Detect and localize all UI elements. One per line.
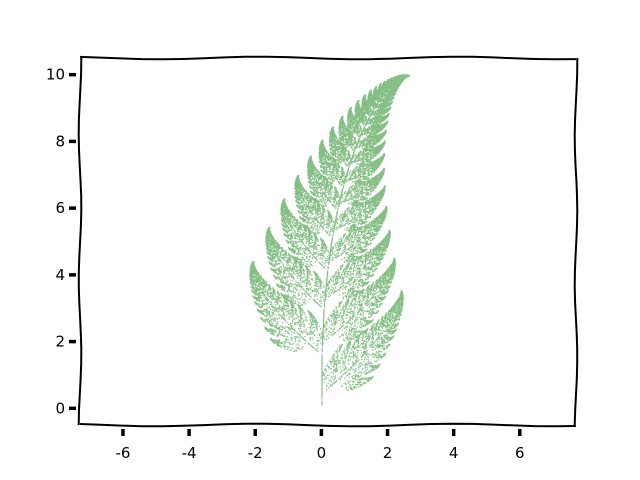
x-tick-label: -2 bbox=[248, 444, 263, 462]
y-axis-ticks: 0 2 4 6 8 10 bbox=[46, 66, 76, 417]
y-tick-label: 0 bbox=[55, 399, 65, 417]
y-tick-label: 8 bbox=[55, 132, 65, 150]
y-tick-label: 2 bbox=[55, 333, 65, 351]
x-axis-ticks: -6 -4 -2 0 2 4 6 bbox=[116, 429, 525, 462]
y-tick-label: 4 bbox=[55, 266, 65, 284]
plot-frame bbox=[77, 55, 579, 428]
x-tick-label: 2 bbox=[383, 444, 393, 462]
fern-points bbox=[249, 74, 411, 406]
x-tick-label: -4 bbox=[182, 444, 197, 462]
x-tick-label: 0 bbox=[317, 444, 327, 462]
y-tick-label: 10 bbox=[46, 66, 65, 84]
y-tick-label: 6 bbox=[55, 199, 65, 217]
x-tick-label: 4 bbox=[449, 444, 459, 462]
x-tick-label: 6 bbox=[515, 444, 525, 462]
x-tick-label: -6 bbox=[116, 444, 131, 462]
fern-point-cloud bbox=[249, 74, 411, 406]
